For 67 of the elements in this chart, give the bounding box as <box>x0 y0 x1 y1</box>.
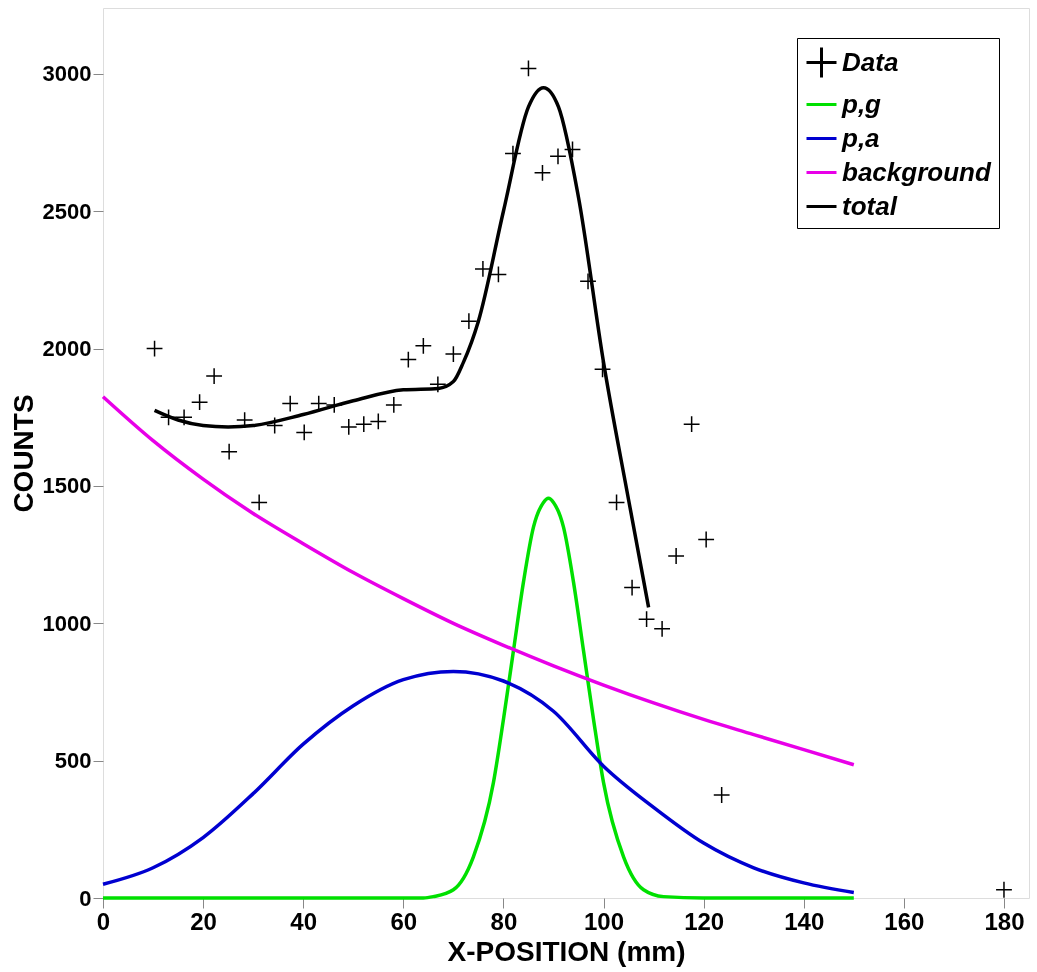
y-tick-label: 1500 <box>42 473 92 499</box>
x-tick-label: 60 <box>390 907 418 935</box>
legend-label: p,a <box>841 122 880 153</box>
point <box>533 164 552 182</box>
point <box>190 393 209 411</box>
y-tick-label: 1000 <box>42 610 92 636</box>
x-tick-label: 140 <box>784 907 825 935</box>
x-tick-label: 160 <box>884 907 925 935</box>
point <box>444 345 463 363</box>
point <box>281 394 299 413</box>
point <box>236 411 254 429</box>
point <box>250 493 268 512</box>
x-tick-label: 20 <box>190 907 217 935</box>
legend-label: total <box>842 190 898 221</box>
y-tick-label: 3000 <box>42 61 92 87</box>
point <box>653 620 671 638</box>
x-tick-label: 120 <box>684 907 725 935</box>
y-tick-label: 2500 <box>42 198 92 224</box>
line-series <box>101 669 856 895</box>
point <box>623 578 641 597</box>
point <box>175 408 193 426</box>
point <box>205 367 223 385</box>
point <box>579 272 597 290</box>
x-tick-label: 0 <box>96 907 111 935</box>
point <box>310 394 328 413</box>
point <box>266 416 284 435</box>
point <box>713 786 731 804</box>
line-series <box>101 496 856 900</box>
legend-label: background <box>842 156 992 187</box>
point <box>429 375 447 393</box>
line-series <box>152 85 651 610</box>
point <box>145 339 164 358</box>
point <box>460 312 478 330</box>
point <box>549 147 567 165</box>
point <box>369 412 387 431</box>
point <box>504 144 522 163</box>
y-axis-title: COUNTS <box>7 394 39 513</box>
y-tick-label: 0 <box>79 885 92 911</box>
point <box>995 881 1013 899</box>
point <box>593 360 612 378</box>
point <box>563 140 582 159</box>
y-tick-label: 500 <box>54 748 92 774</box>
point <box>385 396 403 414</box>
point <box>159 408 178 426</box>
point <box>489 265 508 284</box>
legend-label: Data <box>842 46 899 77</box>
point <box>399 350 417 369</box>
point <box>667 547 685 565</box>
x-tick-label: 40 <box>290 907 318 935</box>
point <box>220 442 238 461</box>
point <box>682 415 701 433</box>
legend-label: p,g <box>841 88 882 119</box>
x-tick-label: 80 <box>490 907 518 935</box>
point <box>295 423 313 442</box>
point <box>355 415 373 433</box>
point <box>519 59 538 78</box>
x-tick-label: 180 <box>984 907 1025 935</box>
point <box>637 610 656 628</box>
x-tick-label: 100 <box>584 907 625 935</box>
point <box>414 337 432 355</box>
line-series <box>101 394 856 767</box>
point <box>697 530 715 549</box>
y-tick-label: 2000 <box>42 336 92 362</box>
x-axis-title: X-POSITION (mm) <box>447 935 686 967</box>
point <box>340 418 358 436</box>
point <box>607 493 626 512</box>
point <box>474 260 492 278</box>
